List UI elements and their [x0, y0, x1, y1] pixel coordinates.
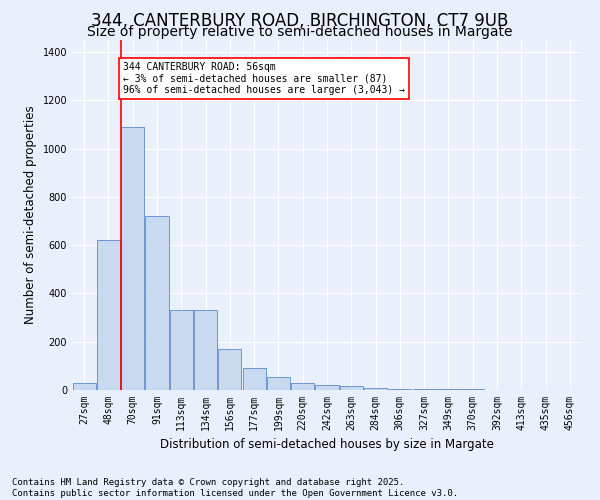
Bar: [145, 216, 169, 390]
Bar: [242, 368, 266, 390]
Bar: [170, 310, 193, 390]
X-axis label: Distribution of semi-detached houses by size in Margate: Distribution of semi-detached houses by …: [160, 438, 494, 452]
Y-axis label: Number of semi-detached properties: Number of semi-detached properties: [24, 106, 37, 324]
Bar: [194, 310, 217, 390]
Text: Contains HM Land Registry data © Crown copyright and database right 2025.
Contai: Contains HM Land Registry data © Crown c…: [12, 478, 458, 498]
Bar: [121, 127, 144, 390]
Bar: [413, 389, 436, 390]
Text: 344, CANTERBURY ROAD, BIRCHINGTON, CT7 9UB: 344, CANTERBURY ROAD, BIRCHINGTON, CT7 9…: [91, 12, 509, 30]
Bar: [218, 349, 241, 390]
Bar: [291, 383, 314, 390]
Bar: [267, 376, 290, 390]
Text: 344 CANTERBURY ROAD: 56sqm
← 3% of semi-detached houses are smaller (87)
96% of : 344 CANTERBURY ROAD: 56sqm ← 3% of semi-…: [123, 62, 405, 95]
Bar: [97, 240, 120, 390]
Bar: [364, 388, 387, 390]
Bar: [388, 389, 412, 390]
Bar: [316, 385, 338, 390]
Bar: [73, 383, 95, 390]
Bar: [340, 386, 363, 390]
Text: Size of property relative to semi-detached houses in Margate: Size of property relative to semi-detach…: [87, 25, 513, 39]
